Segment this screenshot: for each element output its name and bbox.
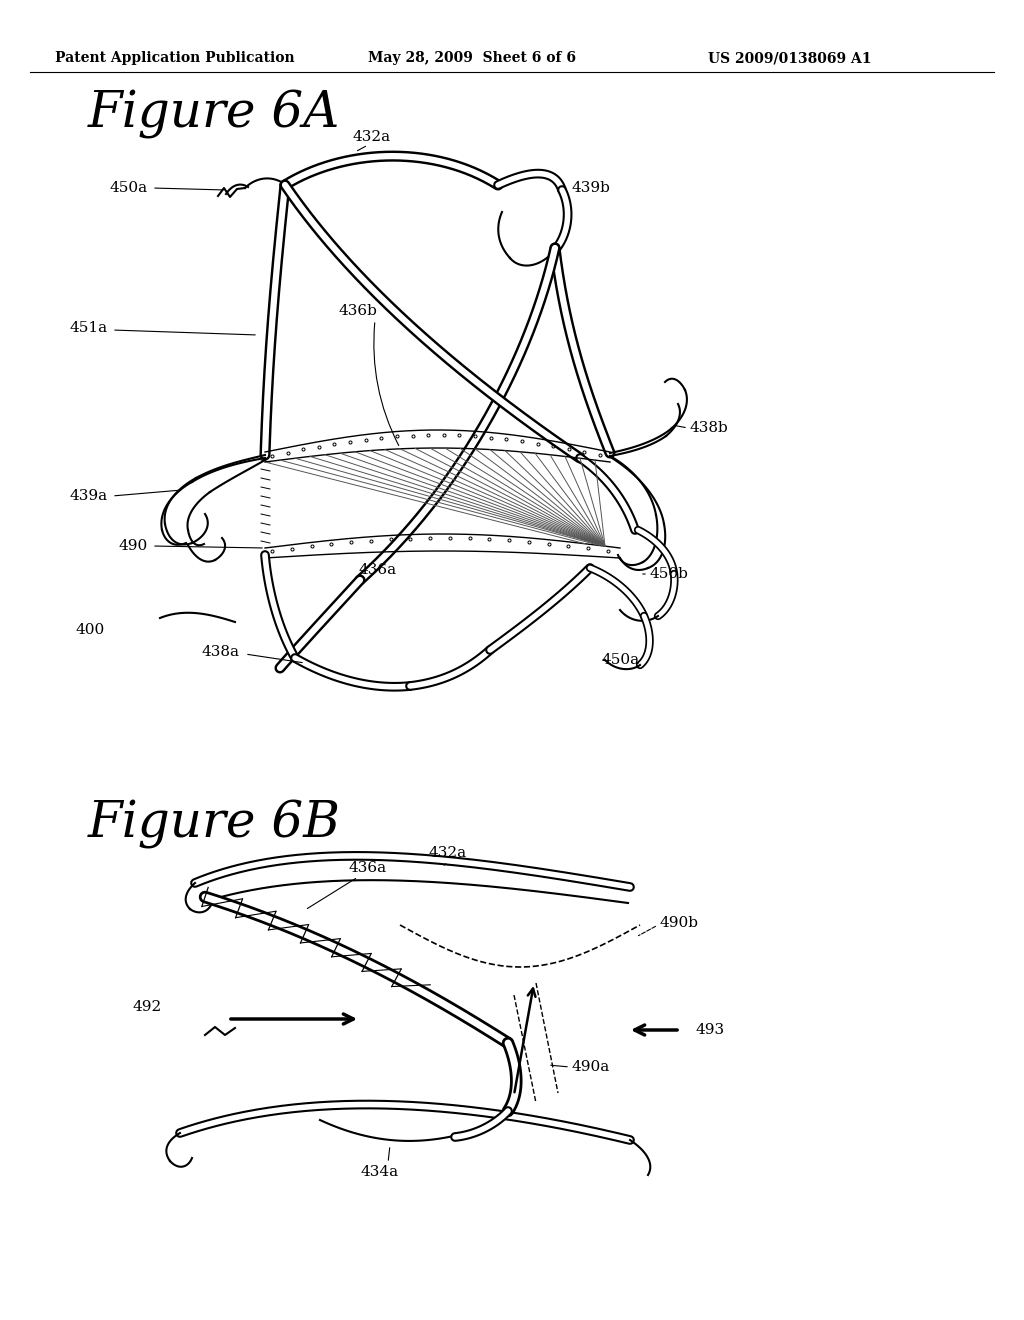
Text: US 2009/0138069 A1: US 2009/0138069 A1 [709,51,871,65]
Text: 436a: 436a [359,564,397,577]
Text: 432a: 432a [429,846,467,861]
Text: 451a: 451a [70,321,108,335]
Text: 490b: 490b [660,916,699,931]
Text: 490: 490 [119,539,148,553]
Text: 492: 492 [133,1001,162,1014]
Text: 436a: 436a [349,861,387,875]
Text: 438a: 438a [202,645,240,659]
Text: 439a: 439a [70,488,108,503]
Text: 450b: 450b [650,568,689,581]
Text: 450a: 450a [602,653,640,667]
Text: Figure 6B: Figure 6B [88,800,341,850]
Text: 436b: 436b [339,304,378,318]
Text: 438b: 438b [690,421,729,436]
Text: Figure 6A: Figure 6A [88,90,340,140]
Text: 432a: 432a [353,129,391,144]
Text: 490a: 490a [572,1060,610,1074]
Text: 400: 400 [76,623,105,638]
Text: 434a: 434a [360,1166,399,1179]
Text: May 28, 2009  Sheet 6 of 6: May 28, 2009 Sheet 6 of 6 [368,51,575,65]
Text: 493: 493 [695,1023,724,1038]
Text: 439b: 439b [572,181,611,195]
Text: 450a: 450a [110,181,148,195]
Text: Patent Application Publication: Patent Application Publication [55,51,295,65]
